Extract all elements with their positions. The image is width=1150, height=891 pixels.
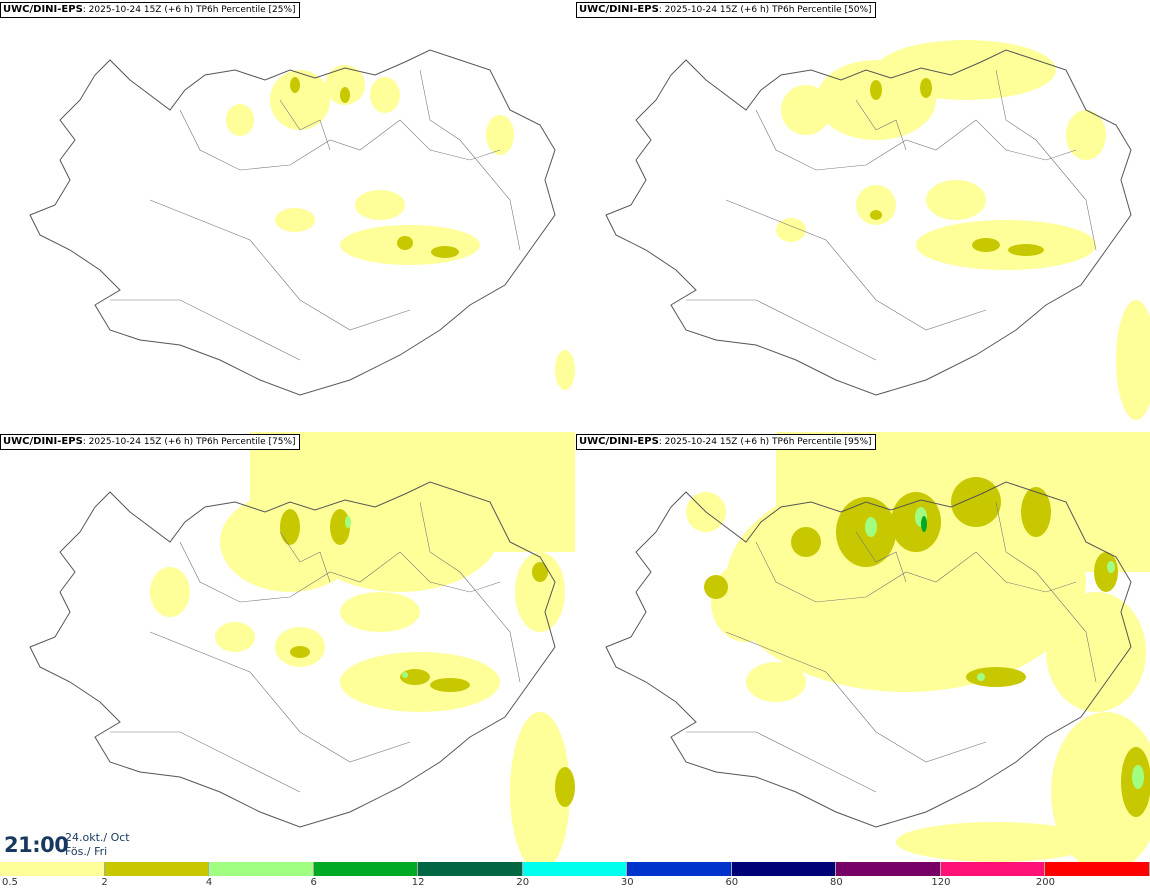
legend-label: 120 <box>931 877 951 888</box>
panel-run: 2025-10-24 15Z (+6 h) <box>664 437 770 447</box>
precip-map-50 <box>605 40 1150 420</box>
legend-label: 60 <box>725 877 739 888</box>
panel-model: UWC/DINI-EPS <box>3 436 83 447</box>
legend-swatch <box>522 862 628 876</box>
panel-run: 2025-10-24 15Z (+6 h) <box>664 5 770 15</box>
legend-label: 20 <box>516 877 530 888</box>
legend-swatch <box>209 862 314 876</box>
legend-swatch <box>0 862 105 876</box>
legend-swatches <box>0 862 1150 876</box>
legend-swatch <box>940 862 1046 876</box>
panel-title-75: UWC/DINI-EPS: 2025-10-24 15Z (+6 h) TP6h… <box>0 434 300 450</box>
legend-swatch <box>104 862 210 876</box>
map-panel-95: UWC/DINI-EPS: 2025-10-24 15Z (+6 h) TP6h… <box>576 432 1150 862</box>
valid-date-line1: 24.okt./ Oct <box>65 831 130 844</box>
valid-date-line2: Fös./ Fri <box>65 845 108 858</box>
legend-label: 80 <box>829 877 843 888</box>
legend-label: 6 <box>310 877 317 888</box>
panel-product: TP6h Percentile [75%] <box>196 437 296 447</box>
legend-swatch <box>836 862 941 876</box>
legend-label: 4 <box>205 877 213 888</box>
valid-date: 24.okt./ Oct Fös./ Fri <box>65 831 130 859</box>
legend-label: 2 <box>101 877 108 888</box>
map-panel-25: UWC/DINI-EPS: 2025-10-24 15Z (+6 h) TP6h… <box>0 0 575 430</box>
panel-product: TP6h Percentile [50%] <box>772 5 872 15</box>
map-panel-75: UWC/DINI-EPS: 2025-10-24 15Z (+6 h) TP6h… <box>0 432 575 862</box>
color-legend: 0.5 2 4 6 12 20 30 60 80 120 200 <box>0 862 1150 891</box>
panel-model: UWC/DINI-EPS <box>579 4 659 15</box>
panel-run: 2025-10-24 15Z (+6 h) <box>88 5 194 15</box>
panel-title-95: UWC/DINI-EPS: 2025-10-24 15Z (+6 h) TP6h… <box>576 434 876 450</box>
valid-time: 21:00 <box>4 833 69 857</box>
map-panel-50: UWC/DINI-EPS: 2025-10-24 15Z (+6 h) TP6h… <box>576 0 1150 430</box>
panel-run: 2025-10-24 15Z (+6 h) <box>88 437 194 447</box>
precip-map-25 <box>29 49 575 396</box>
legend-swatch <box>1045 862 1150 876</box>
panel-model: UWC/DINI-EPS <box>579 436 659 447</box>
legend-label: 0.5 <box>2 877 18 888</box>
panel-title-25: UWC/DINI-EPS: 2025-10-24 15Z (+6 h) TP6h… <box>0 2 300 18</box>
panel-product: TP6h Percentile [95%] <box>772 437 872 447</box>
legend-swatch <box>627 862 732 876</box>
legend-label: 12 <box>411 877 425 888</box>
legend-label: 200 <box>1035 877 1055 888</box>
legend-swatch <box>731 862 837 876</box>
panel-product: TP6h Percentile [25%] <box>196 5 296 15</box>
precip-map-75 <box>29 432 575 862</box>
panel-model: UWC/DINI-EPS <box>3 4 83 15</box>
legend-swatch <box>313 862 419 876</box>
legend-swatch <box>418 862 523 876</box>
precip-map-95 <box>605 432 1150 862</box>
panel-title-50: UWC/DINI-EPS: 2025-10-24 15Z (+6 h) TP6h… <box>576 2 876 18</box>
valid-time-box: 21:00 24.okt./ Oct Fös./ Fri <box>0 829 136 862</box>
legend-label: 30 <box>620 877 634 888</box>
